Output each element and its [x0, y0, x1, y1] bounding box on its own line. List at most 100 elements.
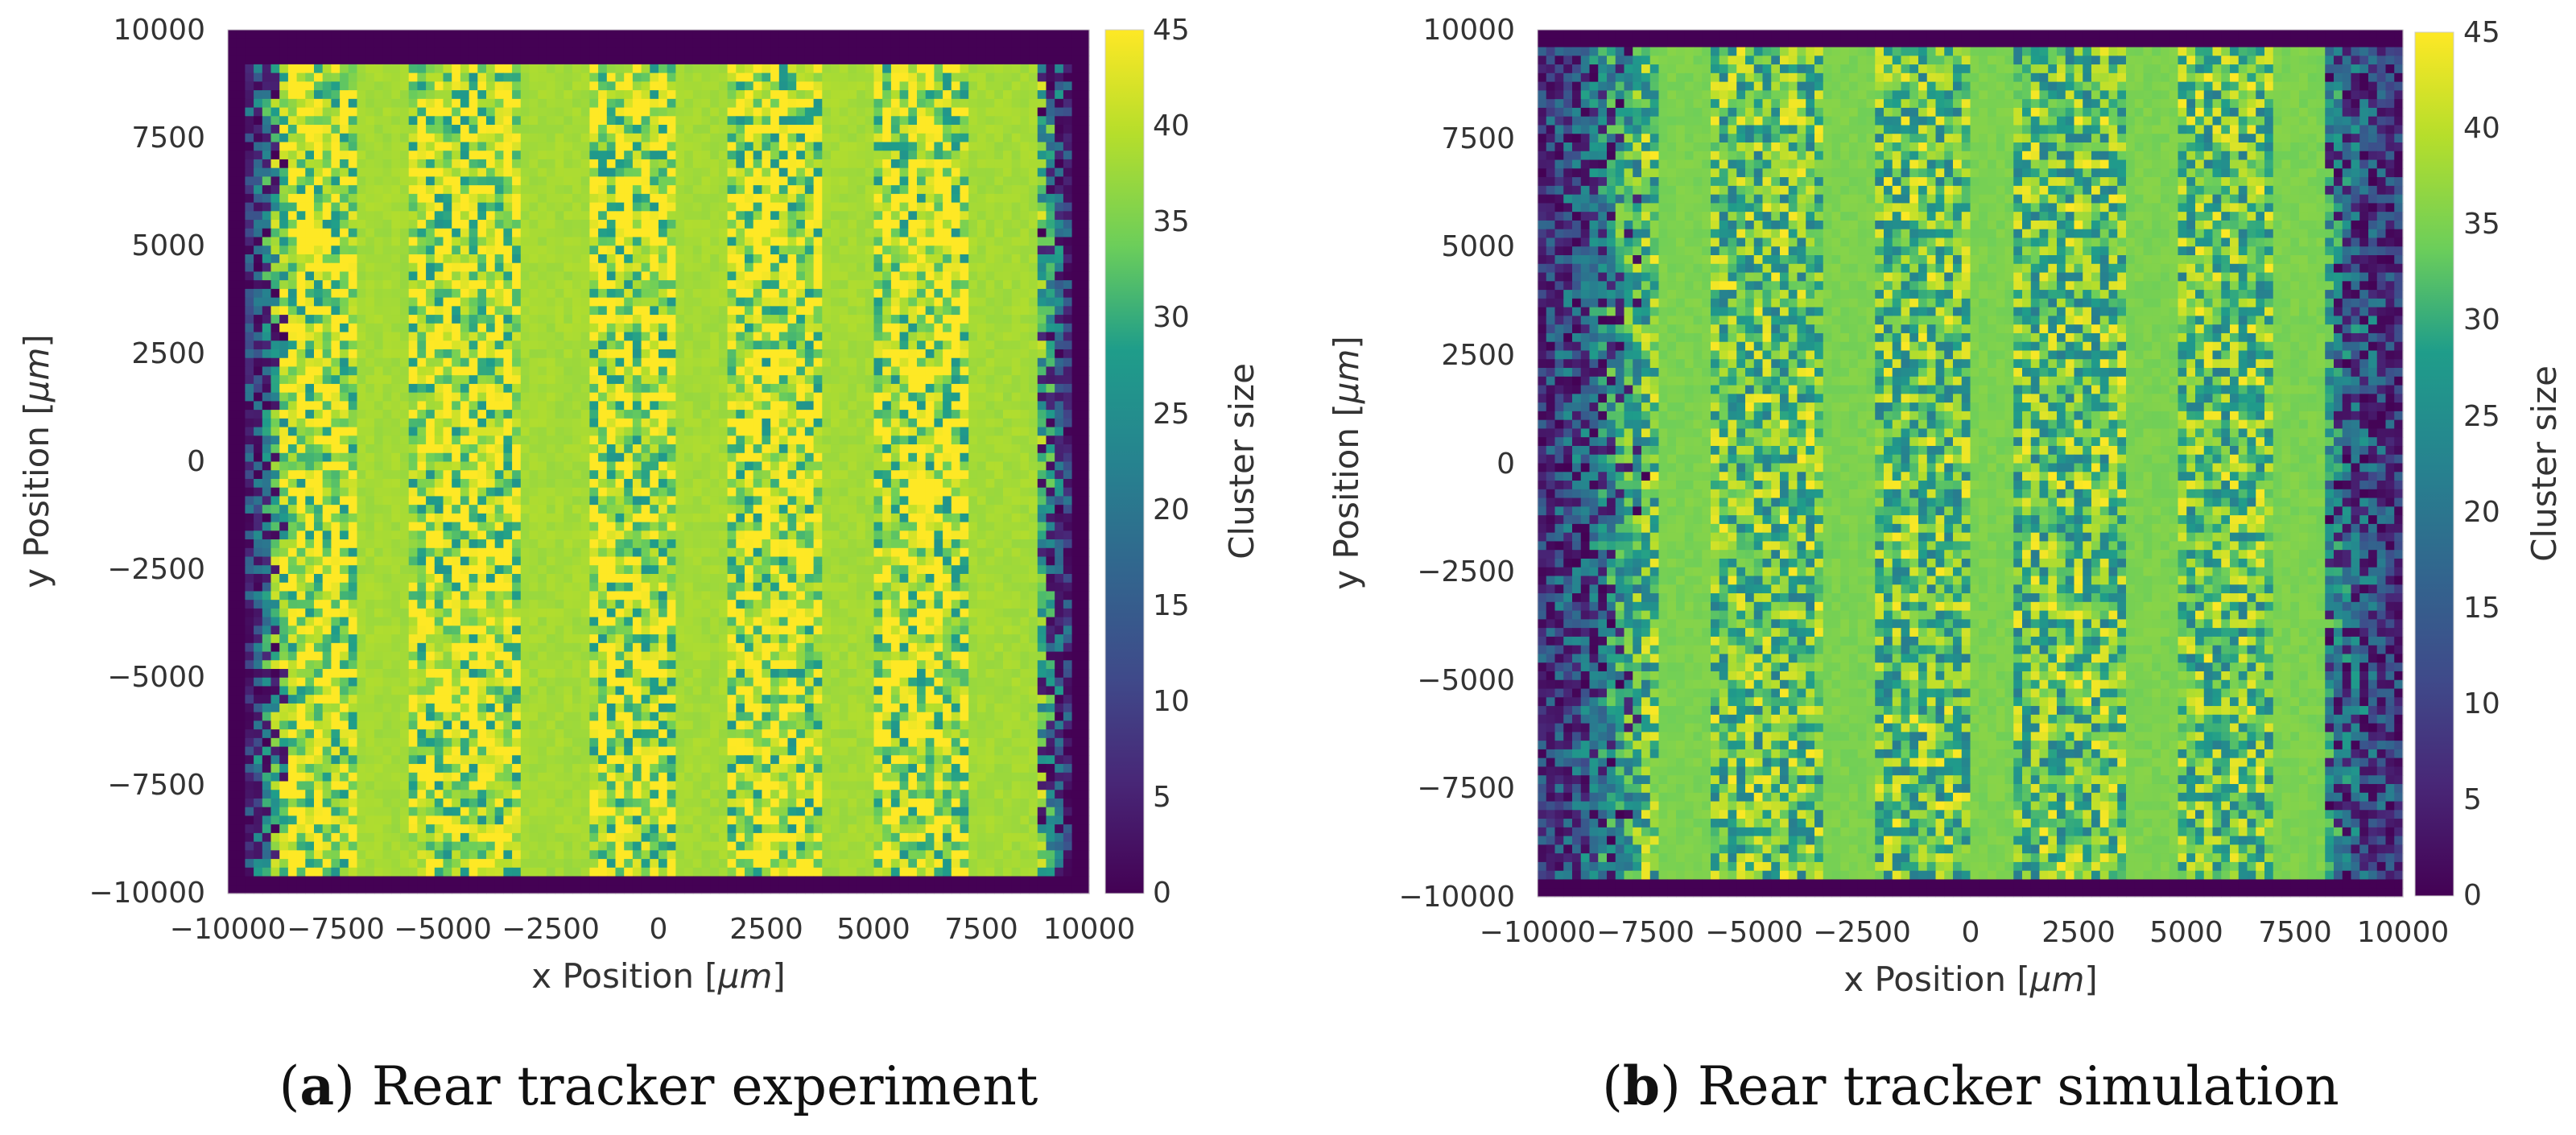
heatmap-cell — [469, 323, 478, 333]
heatmap-cell — [1029, 280, 1038, 290]
heatmap-cell — [658, 98, 668, 109]
heatmap-cell — [503, 81, 513, 91]
heatmap-cell — [762, 271, 771, 281]
heatmap-cell — [1020, 246, 1030, 255]
heatmap-cell — [400, 375, 410, 385]
heatmap-cell — [331, 357, 341, 368]
heatmap-cell — [580, 280, 590, 290]
heatmap-cell — [934, 98, 943, 109]
heatmap-cell — [684, 349, 694, 359]
heatmap-cell — [762, 38, 771, 48]
heatmap-cell — [572, 262, 582, 273]
heatmap-cell — [658, 262, 668, 273]
heatmap-cell — [1011, 202, 1021, 212]
heatmap-cell — [925, 159, 935, 169]
heatmap-cell — [305, 401, 315, 411]
heatmap-cell — [778, 72, 789, 82]
heatmap-cell — [890, 280, 901, 290]
heatmap-cell — [917, 340, 927, 350]
heatmap-cell — [650, 452, 659, 463]
heatmap-cell — [865, 418, 875, 428]
heatmap-cell — [753, 38, 762, 48]
heatmap-cell — [382, 185, 392, 195]
heatmap-cell — [778, 323, 789, 333]
heatmap-cell — [710, 125, 720, 134]
heatmap-cell — [667, 349, 676, 359]
heatmap-cell — [943, 288, 952, 299]
heatmap-cell — [822, 167, 832, 178]
heatmap-cell — [917, 357, 927, 368]
heatmap-cell — [382, 107, 392, 117]
heatmap-cell — [865, 366, 875, 376]
heatmap-cell — [943, 383, 952, 394]
heatmap-cell — [340, 401, 349, 411]
heatmap-cell — [494, 332, 504, 341]
heatmap-cell — [615, 98, 625, 109]
heatmap-cell — [564, 125, 573, 134]
heatmap-cell — [296, 125, 306, 134]
heatmap-cell — [968, 107, 978, 117]
heatmap-cell — [374, 211, 384, 221]
heatmap-cell — [831, 30, 840, 39]
heatmap-cell — [839, 159, 848, 169]
heatmap-cell — [1011, 444, 1021, 454]
heatmap-cell — [305, 107, 315, 117]
heatmap-cell — [960, 444, 969, 454]
heatmap-cell — [934, 427, 943, 436]
heatmap-cell — [572, 159, 582, 169]
heatmap-cell — [382, 228, 392, 238]
heatmap-cell — [426, 167, 436, 178]
heatmap-cell — [796, 193, 806, 204]
heatmap-cell — [968, 349, 978, 359]
heatmap-cell — [296, 271, 306, 281]
heatmap-cell — [718, 167, 729, 178]
heatmap-cell — [365, 220, 375, 229]
heatmap-cell — [710, 435, 720, 445]
heatmap-cell — [718, 202, 729, 212]
heatmap-cell — [960, 332, 969, 341]
heatmap-cell — [245, 383, 254, 394]
heatmap-cell — [1037, 228, 1047, 238]
heatmap-cell — [658, 246, 668, 255]
heatmap-cell — [736, 167, 745, 178]
heatmap-cell — [624, 392, 634, 402]
heatmap-cell — [331, 410, 341, 419]
heatmap-cell — [865, 176, 875, 186]
heatmap-cell — [658, 81, 668, 91]
heatmap-cell — [503, 297, 513, 307]
heatmap-cell — [254, 366, 263, 376]
heatmap-cell — [555, 185, 564, 195]
heatmap-cell — [408, 133, 418, 143]
heatmap-cell — [968, 176, 978, 186]
heatmap-cell — [434, 220, 444, 229]
heatmap-cell — [736, 47, 745, 56]
heatmap-cell — [460, 444, 470, 454]
heatmap-cell — [1011, 220, 1021, 229]
heatmap-cell — [262, 349, 272, 359]
heatmap-cell — [753, 340, 762, 350]
heatmap-cell — [831, 72, 840, 82]
heatmap-cell — [426, 392, 436, 402]
heatmap-cell — [486, 107, 496, 117]
heatmap-cell — [976, 375, 987, 385]
heatmap-cell — [951, 228, 961, 238]
heatmap-cell — [762, 72, 771, 82]
heatmap-cell — [736, 193, 745, 204]
heatmap-cell — [641, 193, 650, 204]
heatmap-cell — [899, 280, 909, 290]
heatmap-cell — [417, 306, 427, 316]
heatmap-cell — [692, 383, 703, 394]
heatmap-cell — [925, 116, 935, 126]
heatmap-cell — [469, 159, 478, 169]
heatmap-cell — [486, 237, 496, 246]
heatmap-cell — [572, 375, 582, 385]
heatmap-cell — [1080, 340, 1090, 350]
heatmap-cell — [340, 357, 349, 368]
heatmap-cell — [813, 90, 823, 100]
heatmap-cell — [426, 254, 436, 264]
heatmap-cell — [976, 323, 987, 333]
heatmap-cell — [908, 81, 918, 91]
heatmap-cell — [452, 30, 461, 39]
heatmap-cell — [857, 271, 866, 281]
heatmap-cell — [374, 323, 384, 333]
